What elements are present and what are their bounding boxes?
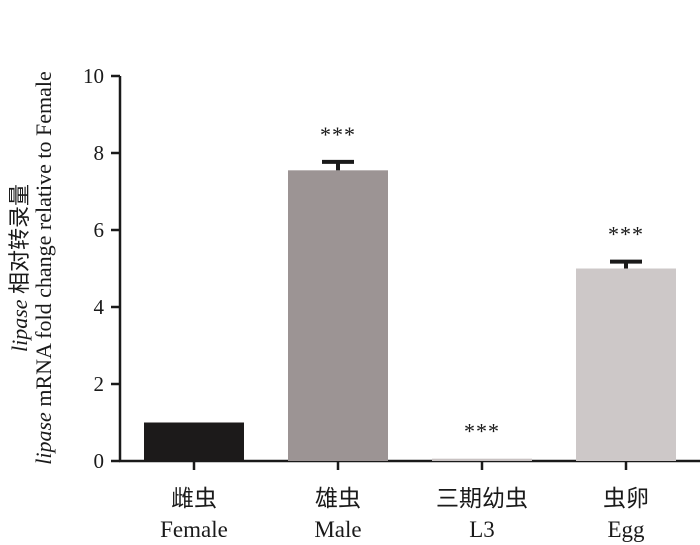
labels: 雌虫 Female *** 雄虫 Male *** 三期幼虫 L3 *** 虫卵 Egg — [160, 122, 649, 542]
x-tick-label-en: Female — [160, 517, 228, 542]
y-axis-title-line2: lipase mRNA fold change relative to Fema… — [31, 71, 56, 464]
x-tick-label-en: Egg — [607, 517, 645, 542]
bar — [288, 170, 388, 461]
y-tick-label: 4 — [94, 295, 105, 319]
y-axis-title-line1: lipase 相对转录量 — [7, 184, 32, 352]
x-tick-label-cn: 三期幼虫 — [436, 486, 528, 511]
bars — [144, 159, 676, 461]
y-tick-label: 0 — [94, 449, 105, 473]
x-tick-label-en: L3 — [469, 517, 495, 542]
y-tick-label: 6 — [94, 218, 105, 242]
significance-label: *** — [320, 122, 356, 147]
significance-label: *** — [608, 222, 644, 247]
bar — [576, 268, 676, 461]
x-tick-label-cn: 雄虫 — [315, 486, 361, 511]
y-tick-label: 10 — [83, 64, 104, 88]
bar — [144, 422, 244, 461]
x-tick-label-cn: 虫卵 — [603, 486, 649, 511]
y-tick-label: 8 — [94, 141, 105, 165]
y-axis-title: lipase 相对转录量 lipase mRNA fold change rel… — [7, 71, 56, 464]
significance-label: *** — [464, 419, 500, 444]
x-tick-label-en: Male — [314, 517, 361, 542]
x-tick-label-cn: 雌虫 — [171, 486, 217, 511]
bar — [432, 458, 532, 461]
y-tick-label: 2 — [94, 372, 105, 396]
